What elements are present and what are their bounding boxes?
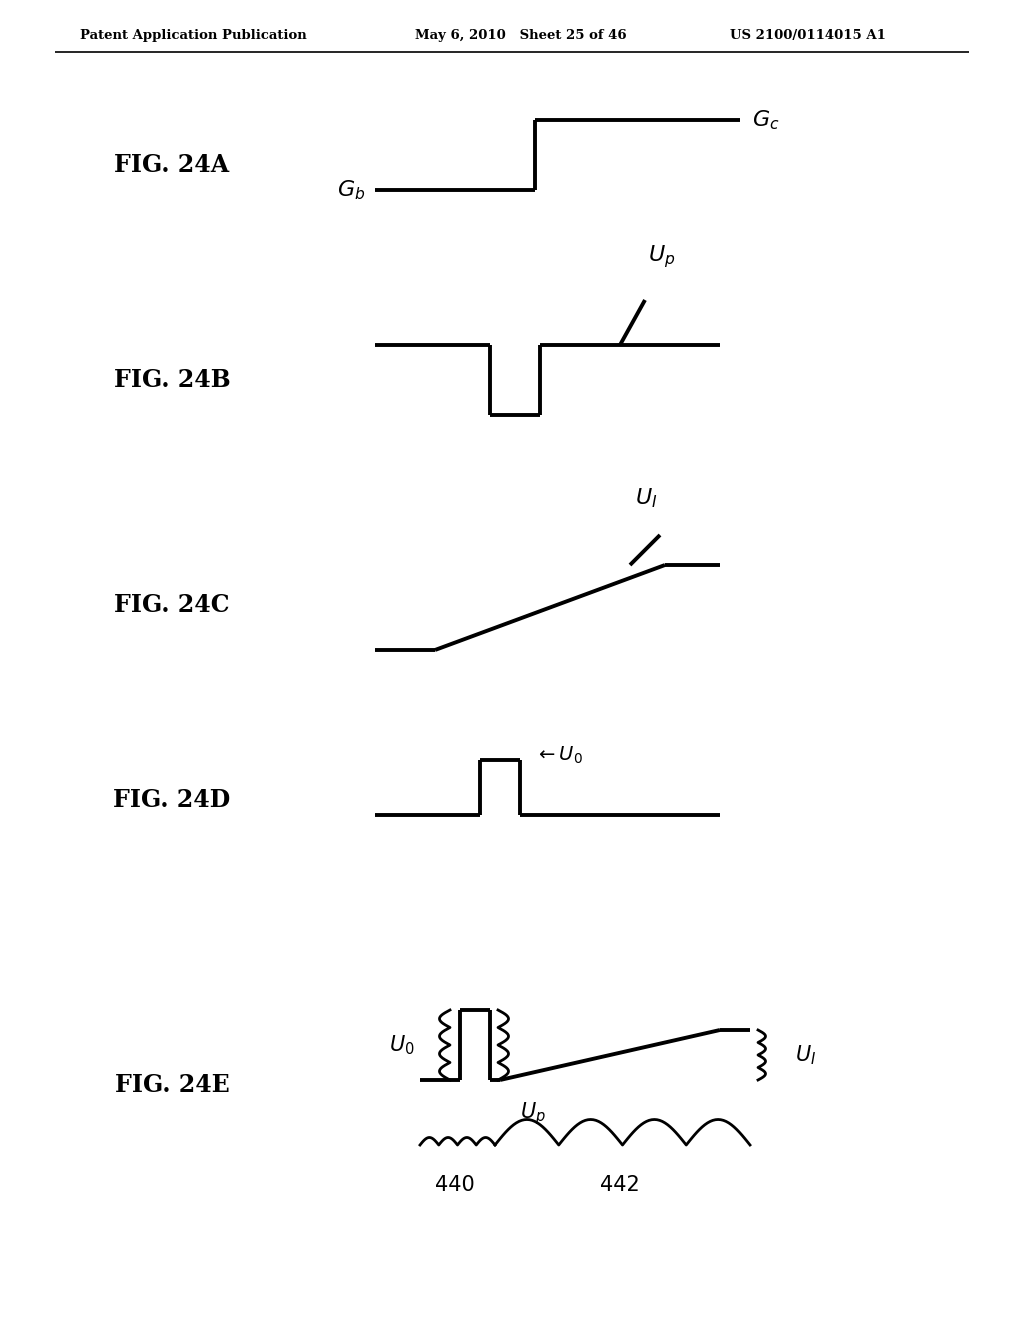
Text: $U_I$: $U_I$ [635, 486, 657, 510]
Text: 442: 442 [600, 1175, 640, 1195]
Text: 440: 440 [435, 1175, 475, 1195]
Text: May 6, 2010   Sheet 25 of 46: May 6, 2010 Sheet 25 of 46 [415, 29, 627, 41]
Text: FIG. 24E: FIG. 24E [115, 1073, 229, 1097]
Text: $U_0$: $U_0$ [389, 1034, 415, 1057]
Text: Patent Application Publication: Patent Application Publication [80, 29, 307, 41]
Text: $\leftarrow U_0$: $\leftarrow U_0$ [535, 744, 583, 766]
Text: $U_I$: $U_I$ [795, 1043, 816, 1067]
Text: FIG. 24B: FIG. 24B [114, 368, 230, 392]
Text: $U_p$: $U_p$ [520, 1100, 546, 1127]
Text: $G_c$: $G_c$ [752, 108, 779, 132]
Text: FIG. 24A: FIG. 24A [115, 153, 229, 177]
Text: FIG. 24D: FIG. 24D [114, 788, 230, 812]
Text: $U_p$: $U_p$ [648, 243, 676, 271]
Text: $G_b$: $G_b$ [337, 178, 365, 202]
Text: FIG. 24C: FIG. 24C [115, 593, 229, 616]
Text: US 2100/0114015 A1: US 2100/0114015 A1 [730, 29, 886, 41]
